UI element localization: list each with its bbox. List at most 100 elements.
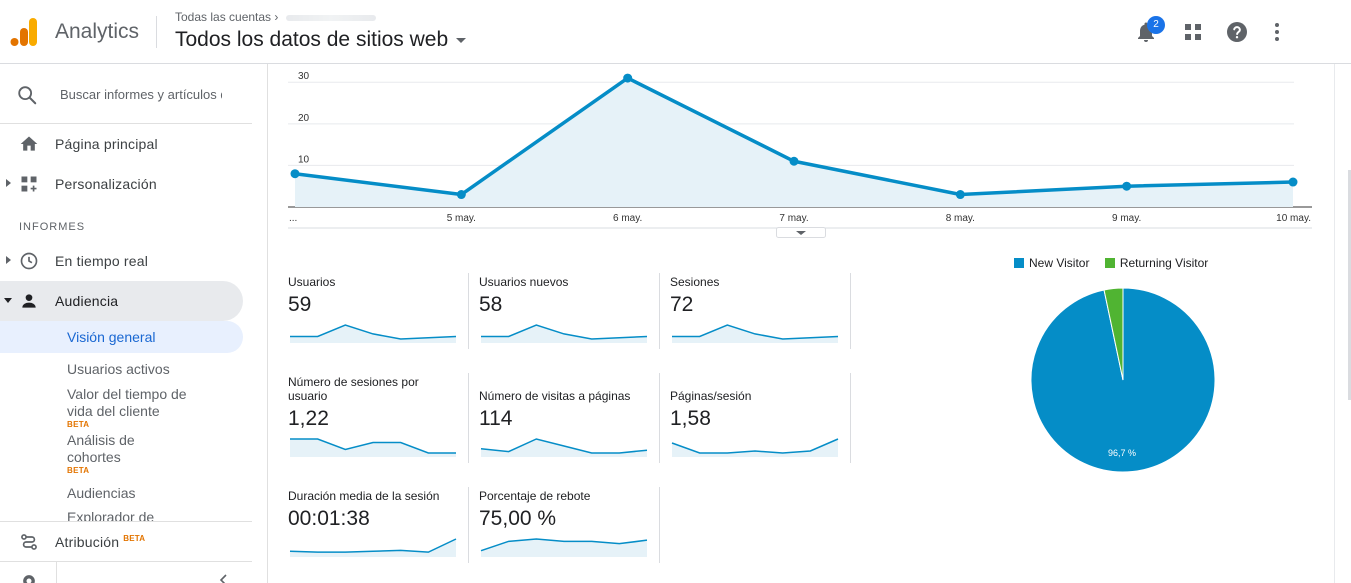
metric-card[interactable]: Número de visitas a páginas 114 (479, 389, 659, 457)
help-icon[interactable] (1225, 20, 1249, 44)
scrollbar[interactable] (1348, 170, 1351, 400)
metric-card[interactable]: Número de sesiones por usuario 1,22 (288, 375, 468, 457)
metric-label: Número de sesiones por usuario (288, 375, 419, 403)
visitor-pie-chart[interactable]: 96,7 % (1023, 280, 1223, 480)
sparkline (671, 438, 839, 457)
caret-down-icon (796, 231, 806, 235)
sidebar-subitem-overview[interactable]: Visión general (0, 321, 243, 353)
x-tick-label: 5 may. (447, 213, 476, 224)
sidebar-item-home[interactable]: Página principal (0, 124, 252, 164)
sidebar-subitem-cohort-analysis[interactable]: Análisis de cohortes BETA (0, 432, 243, 475)
sparkline-line (480, 538, 648, 552)
report-content: 10 20 30... 5 may. 6 may. 7 may. 8 may. 9 may. 1… (268, 64, 1334, 583)
collapse-arrow-icon (4, 298, 12, 303)
chart-toggle-button[interactable] (776, 227, 826, 239)
view-title: Todos los datos de sitios web (175, 28, 449, 51)
sidebar: Página principal Personalización INFORME… (0, 64, 268, 583)
legend-item-returning-visitor[interactable]: Returning Visitor (1104, 256, 1209, 270)
metric-divider (850, 373, 851, 463)
sidebar-subitem-label: Valor del tiempo de vida del cliente (67, 386, 187, 419)
y-tick-label: 10 (298, 154, 310, 165)
metric-divider (468, 487, 469, 563)
analytics-logo-icon[interactable] (10, 17, 38, 47)
search-icon[interactable] (16, 84, 38, 106)
more-vert-icon[interactable] (1265, 20, 1289, 44)
sidebar-search (0, 64, 252, 124)
gear-icon[interactable] (19, 571, 39, 583)
section-label-reports: INFORMES (19, 221, 86, 233)
chevron-left-icon[interactable] (216, 572, 232, 583)
metric-label: Usuarios (288, 275, 336, 289)
sparkline-line (671, 438, 839, 454)
sparkline-area (481, 439, 647, 457)
breadcrumb-label: Todas las cuentas (175, 10, 272, 24)
sidebar-subitem-audiences[interactable]: Audiencias (67, 485, 136, 501)
search-input[interactable] (60, 84, 222, 104)
divider (0, 123, 252, 124)
metric-card[interactable]: Duración media de la sesión 00:01:38 (288, 489, 468, 557)
metric-card[interactable]: Páginas/sesión 1,58 (670, 389, 850, 457)
sparkline (289, 538, 457, 557)
sparkline-line (290, 438, 456, 454)
metric-card[interactable]: Usuarios nuevos 58 (479, 275, 659, 343)
sidebar-item-customization[interactable]: Personalización (0, 164, 252, 204)
metric-card[interactable]: Porcentaje de rebote 75,00 % (479, 489, 659, 557)
x-tick-label: 8 may. (946, 213, 975, 224)
sidebar-item-label: Atribución BETA (55, 534, 146, 550)
top-bar: Analytics Todas las cuentas › Todos los … (0, 0, 1351, 64)
legend-item-new-visitor[interactable]: New Visitor (1014, 256, 1089, 270)
breadcrumb[interactable]: Todas las cuentas › (175, 10, 376, 24)
view-selector[interactable]: Todos los datos de sitios web (175, 28, 467, 52)
metric-value: 114 (479, 407, 513, 430)
metric-label: Porcentaje de rebote (479, 489, 591, 503)
sidebar-item-label: Personalización (55, 176, 157, 192)
expand-arrow-icon (6, 256, 11, 264)
beta-badge: BETA (123, 534, 146, 543)
page-gutter (1334, 64, 1351, 583)
metric-label: Duración media de la sesión (288, 489, 440, 503)
legend-label: New Visitor (1029, 256, 1090, 270)
attribution-icon (21, 534, 37, 550)
divider (0, 561, 252, 562)
pie-slice-label: 96,7 % (1108, 448, 1136, 458)
sidebar-subitem-explorer[interactable]: Explorador de (67, 509, 155, 521)
sparkline (480, 438, 648, 457)
pie-legend: New Visitor Returning Visitor (1014, 256, 1220, 270)
data-point[interactable] (623, 73, 633, 83)
metric-card[interactable]: Sesiones 72 (670, 275, 850, 343)
data-point[interactable] (456, 190, 466, 200)
breadcrumb-chevron-icon: › (274, 10, 279, 24)
x-tick-label: 10 may. (1276, 213, 1311, 224)
legend-swatch (1014, 258, 1024, 268)
beta-badge: BETA (67, 466, 90, 475)
y-tick-label: 30 (298, 71, 310, 82)
x-tick-label: 9 may. (1112, 213, 1141, 224)
sparkline (481, 324, 648, 343)
data-point[interactable] (1288, 177, 1298, 187)
sidebar-item-label: Audiencia (55, 293, 119, 309)
beta-badge: BETA (67, 420, 90, 429)
metric-value: 59 (288, 293, 312, 316)
product-name: Analytics (55, 20, 140, 43)
apps-grid-icon[interactable] (1181, 20, 1205, 44)
sidebar-item-attribution[interactable]: Atribución BETA (0, 522, 252, 562)
expand-arrow-icon (6, 179, 11, 187)
legend-label: Returning Visitor (1119, 256, 1209, 270)
sessions-line-chart[interactable]: 10 20 30... 5 may. 6 may. 7 may. 8 may. 9 may. 1… (268, 64, 1334, 239)
data-point[interactable] (789, 156, 799, 166)
sidebar-item-realtime[interactable]: En tiempo real (0, 241, 252, 281)
sidebar-subitem-active-users[interactable]: Usuarios activos (67, 361, 170, 377)
sidebar-item-audience[interactable]: Audiencia (0, 281, 243, 321)
sparkline (290, 438, 456, 457)
metric-divider (468, 273, 469, 349)
y-tick-label: 20 (298, 113, 310, 124)
metric-value: 58 (479, 293, 503, 316)
sidebar-subitem-lifetime-value[interactable]: Valor del tiempo de vida del cliente BET… (0, 386, 200, 429)
data-point[interactable] (1122, 181, 1132, 191)
metric-card[interactable]: Usuarios 59 (288, 275, 468, 343)
clock-icon (20, 252, 38, 270)
caret-down-icon (456, 37, 467, 43)
data-point[interactable] (290, 169, 300, 179)
data-point[interactable] (955, 190, 965, 200)
pie-slice[interactable] (1103, 287, 1124, 381)
